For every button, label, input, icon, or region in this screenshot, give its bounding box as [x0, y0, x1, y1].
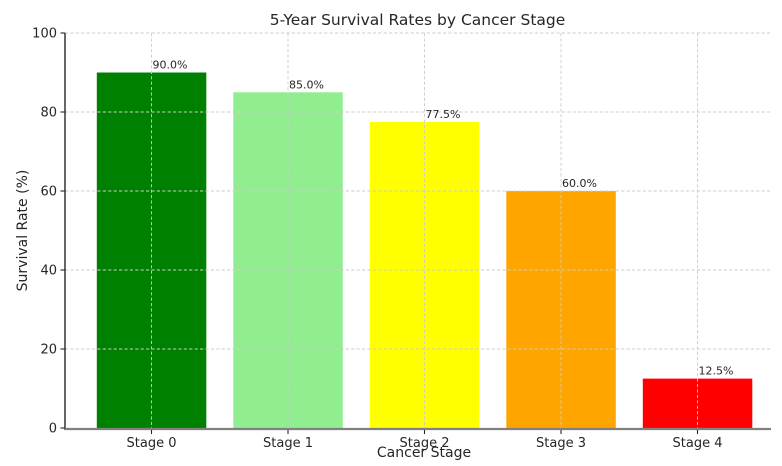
axes-layer	[60, 32, 771, 434]
gridlines-layer	[65, 32, 770, 428]
labels-layer: 0 20 40 60 80 100 Stage 0 Stage 1 Stage 2 Stage 3…	[32, 27, 733, 452]
bar-stage-2	[369, 121, 480, 429]
x-tick-label-stage-4: Stage 4	[673, 436, 723, 451]
y-tick-label-40: 40	[40, 264, 57, 279]
y-tick-label-80: 80	[40, 106, 57, 121]
x-tick-label-stage-2: Stage 2	[400, 436, 450, 451]
bar-value-label-0: 90.0%	[153, 59, 188, 72]
bar-value-label-4: 12.5%	[699, 365, 734, 378]
x-tick-label-stage-0: Stage 0	[127, 436, 177, 451]
y-axis-label: Survival Rate (%)	[15, 170, 31, 292]
chart-title: 5-Year Survival Rates by Cancer Stage	[270, 11, 566, 29]
x-tick-label-stage-1: Stage 1	[263, 436, 313, 451]
y-tick-label-0: 0	[49, 422, 57, 437]
x-tick-label-stage-3: Stage 3	[536, 436, 586, 451]
x-axis-label: Cancer Stage	[377, 445, 471, 461]
y-tick-label-60: 60	[40, 185, 57, 200]
bar-value-label-3: 60.0%	[562, 177, 597, 190]
bar-value-label-2: 77.5%	[426, 108, 461, 121]
bar-value-label-1: 85.0%	[289, 78, 324, 91]
y-tick-label-20: 20	[40, 343, 57, 358]
y-tick-label-100: 100	[32, 27, 57, 42]
